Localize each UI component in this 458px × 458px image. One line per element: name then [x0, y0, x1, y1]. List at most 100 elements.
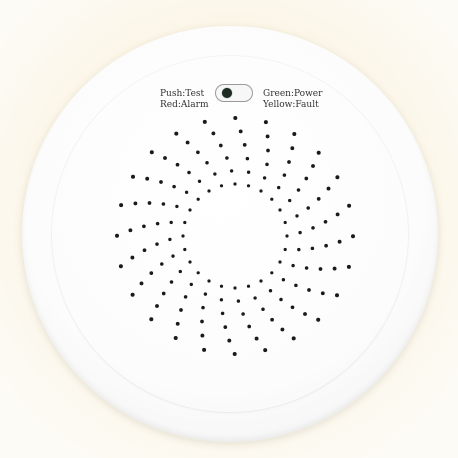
vent-hole	[259, 189, 263, 193]
vent-hole	[291, 336, 296, 341]
vent-hole	[254, 336, 259, 341]
vent-hole	[225, 156, 229, 160]
vent-hole	[232, 352, 237, 356]
vent-hole	[245, 156, 250, 161]
vent-hole	[139, 281, 144, 286]
vent-hole	[218, 143, 223, 148]
vent-hole	[347, 203, 352, 208]
vent-hole	[316, 197, 321, 201]
vent-hole	[179, 308, 183, 312]
vent-hole	[253, 296, 257, 300]
vent-hole	[337, 239, 342, 244]
vent-hole	[311, 164, 315, 168]
vent-hole	[202, 347, 207, 352]
green-power-label: Green:Power	[263, 89, 323, 99]
vent-hole	[246, 184, 251, 188]
vent-hole	[163, 156, 167, 160]
vent-hole	[142, 224, 146, 229]
vent-hole	[175, 204, 179, 209]
vent-hole	[266, 148, 270, 153]
vent-hole	[128, 228, 133, 233]
vent-hole	[155, 242, 159, 246]
vent-hole	[320, 291, 325, 296]
vent-hole	[188, 208, 192, 212]
vent-hole	[178, 269, 182, 274]
vent-hole	[202, 119, 207, 124]
vent-hole	[233, 286, 237, 290]
vent-hole	[233, 116, 238, 120]
vent-hole	[207, 189, 211, 193]
vent-hole	[155, 304, 159, 308]
vent-hole	[130, 255, 135, 260]
vent-hole	[161, 291, 166, 296]
vent-hole	[171, 254, 175, 258]
vent-hole	[270, 317, 274, 322]
vent-hole	[172, 184, 176, 189]
vent-hole	[311, 226, 315, 230]
vent-hole	[278, 260, 282, 264]
vent-hole	[292, 132, 297, 136]
vent-hole	[280, 327, 285, 332]
vent-hole	[295, 214, 299, 218]
vent-hole	[200, 319, 204, 324]
vent-hole	[175, 162, 180, 167]
vent-hole	[307, 288, 311, 292]
vent-hole	[279, 297, 283, 302]
vent-hole	[241, 312, 245, 316]
vent-hole	[263, 348, 268, 353]
vent-hole	[306, 206, 310, 210]
vent-hole	[285, 234, 289, 238]
vent-hole	[197, 179, 202, 183]
vent-hole	[207, 279, 211, 283]
vent-hole	[303, 312, 307, 316]
vent-hole	[219, 184, 224, 188]
vent-hole	[196, 197, 200, 201]
yellow-fault-label: Yellow:Fault	[263, 100, 319, 110]
vent-hole	[282, 173, 287, 177]
vent-hole	[196, 150, 200, 155]
vent-hole	[265, 134, 270, 139]
test-button[interactable]	[215, 84, 253, 102]
vent-hole	[236, 299, 241, 303]
vent-hole	[201, 305, 205, 310]
vent-hole	[185, 140, 190, 145]
vent-hole	[270, 271, 274, 275]
led-indicator-icon	[222, 88, 232, 98]
vent-hole	[188, 260, 192, 264]
vent-hole	[169, 220, 173, 225]
vent-hole	[183, 295, 188, 299]
vent-hole	[246, 284, 251, 288]
vent-hole	[220, 311, 225, 316]
vent-hole	[133, 201, 138, 206]
vent-hole	[229, 169, 234, 173]
vent-hole	[183, 247, 187, 252]
vent-hole	[187, 170, 191, 175]
vent-hole	[119, 203, 124, 208]
vent-hole	[219, 284, 224, 288]
vent-hole	[247, 324, 252, 329]
vent-hole	[324, 243, 328, 248]
vent-hole	[246, 170, 251, 174]
vent-hole	[287, 160, 291, 164]
vent-hole	[242, 143, 247, 147]
vent-hole	[147, 201, 152, 205]
vent-hole	[159, 180, 163, 184]
vent-hole	[261, 307, 265, 311]
vent-hole	[196, 271, 200, 275]
vent-hole	[131, 174, 135, 179]
vent-hole	[173, 336, 178, 340]
vent-hole	[189, 282, 193, 287]
vent-hole	[316, 317, 321, 322]
vent-hole	[223, 325, 228, 329]
vent-hole	[168, 237, 172, 242]
vent-hole	[259, 279, 263, 283]
vent-hole	[304, 176, 309, 181]
vent-hole	[219, 298, 224, 302]
vent-hole	[174, 131, 179, 136]
vent-hole	[310, 246, 315, 251]
push-test-label: Push:Test	[160, 89, 205, 99]
red-alarm-label: Red:Alarm	[160, 100, 209, 110]
vent-hole	[351, 234, 355, 239]
vent-hole	[149, 271, 154, 275]
vent-hole	[346, 264, 351, 269]
